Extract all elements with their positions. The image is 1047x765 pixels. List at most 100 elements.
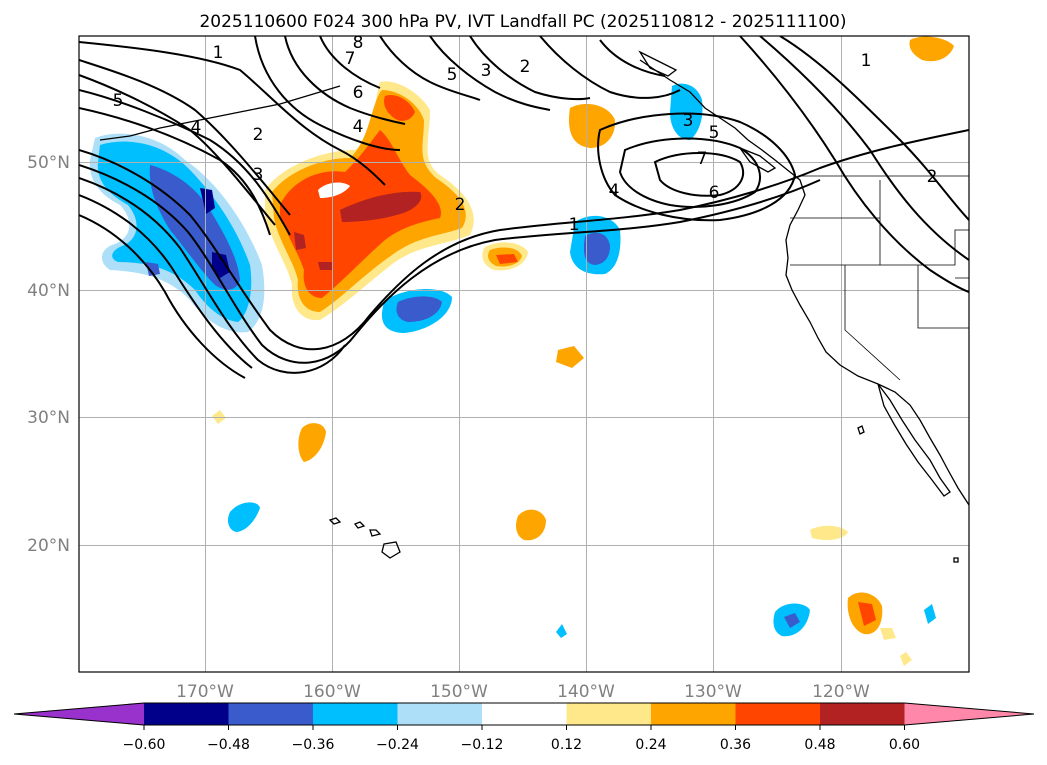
contour-trough-5 <box>79 214 246 379</box>
coastlines <box>99 50 969 563</box>
colorbar-label-4: −0.24 <box>376 737 419 753</box>
pos-region-c <box>556 346 584 368</box>
baja-peninsula <box>877 383 951 497</box>
contour-north-2 <box>599 39 666 77</box>
contour-label-8: 8 <box>353 33 364 53</box>
contour-north-1 <box>539 36 681 99</box>
neg-region-east-core <box>583 232 610 265</box>
island-small-2 <box>953 557 959 563</box>
lat-label-50n: 50°N <box>27 153 70 173</box>
contour-east-3 <box>739 36 969 293</box>
colorbar-label-5: −0.12 <box>461 737 504 753</box>
pos-region-a-red <box>496 254 518 264</box>
neg-region-far-se <box>924 604 936 624</box>
contour-label-15: 6 <box>709 183 720 203</box>
contour-label-1: 1 <box>213 43 224 63</box>
lat-label-20n: 20°N <box>27 536 70 556</box>
pos-region-top <box>384 94 415 121</box>
neg-region-se-core <box>784 613 800 628</box>
contour-label-7: 7 <box>345 49 356 69</box>
lon-label-130w: 130°W <box>684 682 742 702</box>
contour-label-19: 3 <box>683 111 694 131</box>
neg-region-west-darkest-1 <box>200 188 215 214</box>
neg-region-west-darkest-2 <box>212 252 230 278</box>
aleutian-chain <box>99 85 341 141</box>
colorbar-label-6: 0.12 <box>551 737 582 753</box>
map-panel: 1 5 4 2 3 6 7 8 4 5 3 2 4 7 6 1 5 2 3 1 … <box>79 33 969 672</box>
contour-ridge-4 <box>379 36 481 101</box>
contour-label-3: 4 <box>191 118 202 138</box>
colorbar-label-9: 0.48 <box>804 737 835 753</box>
colorbar-segment-2 <box>228 703 313 725</box>
pv-contours <box>79 36 969 379</box>
us-state-borders <box>790 180 969 381</box>
colorbar-extend-left <box>14 703 144 725</box>
neg-region-sw <box>228 502 260 532</box>
contour-labels: 1 5 4 2 3 6 7 8 4 5 3 2 4 7 6 1 5 2 3 1 … <box>113 33 938 235</box>
lat-label-30n: 30°N <box>27 408 70 428</box>
lon-label-140w: 140°W <box>557 682 615 702</box>
neg-region-mid-core <box>396 296 442 322</box>
pos-region-darkred-3 <box>318 262 332 270</box>
colorbar-segment-1 <box>144 703 229 725</box>
colorbar-segment-5 <box>482 703 567 725</box>
contour-label-13: 4 <box>609 181 620 201</box>
longitude-labels: 170°W 160°W 150°W 140°W 130°W 120°W <box>176 682 870 702</box>
graticule <box>79 36 969 672</box>
vancouver-island <box>738 146 777 173</box>
pos-region-j <box>900 652 912 666</box>
contour-label-16: 1 <box>569 215 580 235</box>
pos-region-hole <box>318 182 350 198</box>
contour-ridge-3 <box>319 36 381 89</box>
colorbar-labels: −0.60 −0.48 −0.36 −0.24 −0.12 0.12 0.24 … <box>123 737 921 753</box>
contour-label-20: 1 <box>861 51 872 71</box>
colorbar-segment-7 <box>651 703 736 725</box>
map-frame <box>78 35 970 673</box>
lon-label-170w: 170°W <box>176 682 234 702</box>
contour-ridge-6 <box>469 36 591 101</box>
contour-trough-2 <box>79 164 821 364</box>
contour-ridge-2 <box>284 36 406 125</box>
contour-label-9: 4 <box>353 117 364 137</box>
negative-anomaly-fields <box>89 83 936 638</box>
contour-trough-3 <box>79 177 346 374</box>
contour-label-18: 2 <box>455 195 466 215</box>
hawaii-islands <box>328 517 401 559</box>
pos-region-i <box>880 628 896 640</box>
neg-region-tiny <box>556 624 567 638</box>
colorbar-segment-4 <box>397 703 482 725</box>
colorbar-segment-9 <box>820 703 905 725</box>
contour-high-core <box>653 152 745 197</box>
contour-label-17: 5 <box>709 123 720 143</box>
contour-2-west <box>79 89 291 236</box>
contour-label-12: 2 <box>520 57 531 77</box>
pos-region-k <box>909 36 954 62</box>
contour-label-5: 3 <box>253 165 264 185</box>
alaska-panhandle-islands <box>638 50 678 77</box>
colorbar-label-3: −0.36 <box>292 737 335 753</box>
pos-region-h-red <box>858 602 876 626</box>
neg-region-west-dark-2 <box>146 262 160 276</box>
colorbar-label-7: 0.24 <box>635 737 666 753</box>
pos-region-d <box>298 423 326 462</box>
positive-anomaly-fields <box>212 36 954 666</box>
colorbar-segment-8 <box>735 703 820 725</box>
lat-label-40n: 40°N <box>27 281 70 301</box>
contour-label-10: 5 <box>447 65 458 85</box>
political-borders <box>790 175 969 381</box>
colorbar-label-10: 0.60 <box>889 737 920 753</box>
lon-label-160w: 160°W <box>303 682 361 702</box>
colorbar-segment-6 <box>566 703 651 725</box>
contour-5-west <box>79 59 291 216</box>
colorbar-ticks <box>143 725 905 730</box>
contour-1-west <box>79 41 386 186</box>
colorbar-label-1: −0.60 <box>123 737 166 753</box>
colorbar-label-2: −0.48 <box>207 737 250 753</box>
neg-region-coast <box>670 83 703 140</box>
contour-label-4: 2 <box>253 125 264 145</box>
island-small-1 <box>857 425 865 435</box>
contour-high-inner <box>618 137 761 208</box>
contour-east-1 <box>779 36 969 221</box>
contour-label-11: 3 <box>481 61 492 81</box>
